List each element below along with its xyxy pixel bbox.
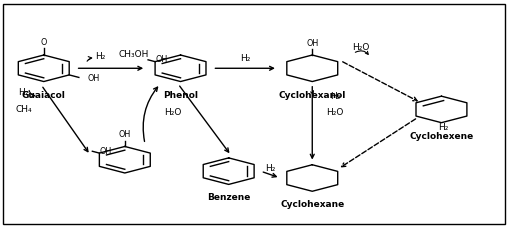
Text: OH: OH — [306, 38, 319, 47]
Text: Cyclohexane: Cyclohexane — [280, 199, 344, 208]
Text: H₂: H₂ — [330, 91, 340, 100]
Text: H₂O: H₂O — [352, 43, 369, 52]
Text: CH₃OH: CH₃OH — [118, 50, 149, 59]
Text: Cyclohexanol: Cyclohexanol — [278, 90, 346, 99]
Text: H₂: H₂ — [18, 87, 28, 96]
Text: H₂: H₂ — [240, 54, 250, 63]
Text: CH₄: CH₄ — [15, 104, 32, 113]
Text: Guaiacol: Guaiacol — [22, 90, 66, 99]
Text: OH: OH — [88, 74, 100, 83]
Text: OH: OH — [155, 55, 168, 64]
Text: H₂: H₂ — [96, 52, 106, 61]
Text: Cyclohexene: Cyclohexene — [409, 131, 473, 140]
Text: H₂O: H₂O — [164, 108, 182, 117]
Text: Benzene: Benzene — [207, 193, 250, 202]
Text: Phenol: Phenol — [163, 90, 198, 99]
Text: O: O — [41, 38, 47, 47]
Text: H₂O: H₂O — [326, 107, 344, 116]
Text: OH: OH — [100, 146, 112, 155]
Text: OH: OH — [119, 129, 131, 138]
Text: H₂: H₂ — [265, 164, 276, 172]
Text: H₂: H₂ — [438, 123, 449, 131]
